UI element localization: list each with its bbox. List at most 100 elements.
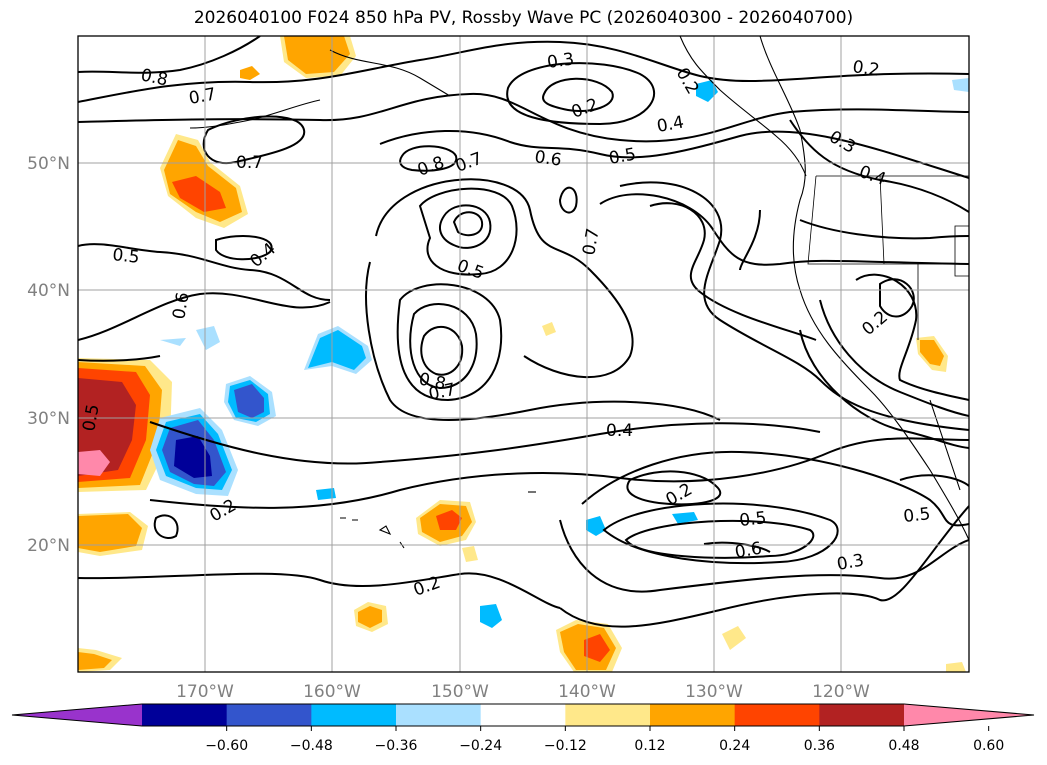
colorbar-swatch [819,704,905,726]
contour-line [581,450,969,527]
contour-label: 0.5 [902,504,931,527]
shade-cyan [480,604,502,628]
shade-cyan [672,512,698,524]
contour-line [799,329,969,449]
shade-cyan [696,80,718,102]
contour-label: 0.5 [607,145,637,169]
colorbar-tick-label: 0.12 [634,738,665,754]
colorbar-swatch [650,704,736,726]
contour-line [78,572,561,609]
shade-orange [284,36,350,74]
contour-label: 0.6 [533,147,563,171]
contour-label: 0.7 [579,227,603,257]
contour-label: 0.6 [733,539,763,563]
contour-line [149,421,821,465]
lat-tick-label: 20°N [27,536,70,556]
pv-contours [78,36,969,628]
colorbar-outline [11,703,1035,727]
contour-label: 0.3 [546,49,576,73]
colorbar-tick-label: 0.36 [804,738,835,754]
contour-line [558,186,578,214]
gridlines [78,36,969,672]
hawaii-islands [340,517,405,549]
contour-line [78,92,969,143]
lon-tick-label: 160°W [303,682,361,702]
contour-line [626,470,722,506]
shade-yellow [946,662,966,672]
shade-cyan [586,516,606,536]
contour-line [559,505,969,628]
colorbar-swatch [480,704,566,726]
contour-line [602,502,839,565]
map-background [78,36,969,672]
lat-axis: 20°N 30°N 40°N 50°N [27,154,70,556]
colorbar-tick-label: −0.36 [375,738,418,754]
contour-line [379,130,969,179]
shade-yellow [462,546,478,562]
contour-line [365,261,721,421]
contour-label: 0.4 [606,421,633,441]
contour-line [619,181,969,431]
contour-line [799,219,969,240]
contour-label: 0.5 [111,245,140,268]
lat-tick-label: 50°N [27,154,70,174]
contour-line [375,178,634,378]
colorbar-swatch [396,704,482,726]
contour-line [409,303,478,390]
colorbar-swatch [311,704,397,726]
shade-yellow [722,626,746,650]
contour-line [506,62,656,126]
contour-line [399,145,458,172]
contour-line [703,541,771,553]
contour-label: 0.7 [236,153,263,173]
shade-lightblue [160,338,186,346]
colorbar-tick-label: −0.60 [205,738,248,754]
contour-line [153,514,179,539]
contour-line [819,299,969,417]
lon-tick-label: 150°W [431,682,489,702]
map-frame [77,35,970,673]
contour-line [78,40,969,103]
shade-yellow [542,322,556,336]
colorbar-tick-label: −0.12 [544,738,587,754]
lon-axis: 170°W 160°W 150°W 140°W 130°W 120°W [176,682,870,702]
contour-label: 0.5 [738,508,767,531]
shade-blue [234,384,264,418]
contour-line [420,325,464,376]
contour-line [78,36,261,74]
colorbar-swatch [226,704,312,726]
colorbar-extend-min [12,704,142,726]
state-borders [807,175,969,340]
lon-tick-label: 140°W [558,682,616,702]
contour-label: 0.4 [655,113,685,137]
contour-line [739,209,761,271]
shade-orange [358,606,382,628]
contour-line [78,243,331,301]
shade-pink [78,450,110,476]
lon-tick-label: 130°W [685,682,743,702]
contour-line [78,292,331,341]
coastline-alaska [679,36,807,177]
shade-red [172,176,226,212]
contour-label: 0.2 [851,57,881,81]
colorbar-tick-label: 0.60 [973,738,1004,754]
lat-tick-label: 30°N [27,409,70,429]
contour-line [624,519,815,559]
contour-label: 0.3 [835,551,865,575]
colorbar-swatch [734,704,820,726]
colorbar-tick-label: 0.48 [888,738,919,754]
coastline-baja [929,399,961,491]
contour-label: 0.7 [187,85,217,109]
lon-tick-label: 170°W [176,682,234,702]
shade-navy [174,436,212,478]
shade-cyan [316,488,336,500]
shade-orange [240,66,260,80]
colorbar-extend-max [904,704,1034,726]
lon-tick-label: 120°W [812,682,870,702]
contour-line [418,187,518,276]
contour-line [439,204,492,249]
contour-label: 0.5 [79,403,103,433]
shade-red [584,634,610,662]
contour-line [879,278,915,318]
